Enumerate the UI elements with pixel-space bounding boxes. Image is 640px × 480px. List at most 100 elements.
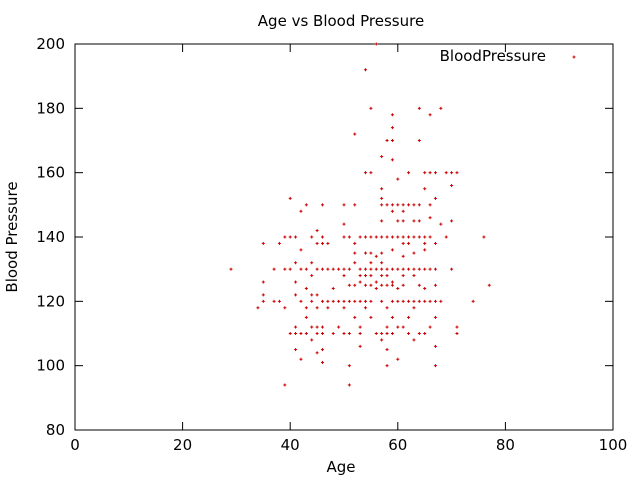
data-point <box>342 267 346 271</box>
data-point <box>256 306 260 310</box>
data-point <box>374 42 378 46</box>
data-point <box>380 338 384 342</box>
data-point <box>385 364 389 368</box>
legend: BloodPressure <box>440 47 576 65</box>
data-point <box>487 283 491 287</box>
data-point <box>358 299 362 303</box>
data-point <box>444 171 448 175</box>
data-point <box>277 241 281 245</box>
data-point <box>385 267 389 271</box>
data-point <box>304 306 308 310</box>
data-point <box>412 267 416 271</box>
x-tick-label: 60 <box>388 436 407 454</box>
data-point <box>385 325 389 329</box>
data-point <box>390 203 394 207</box>
y-axis: 80 100 120 140 160 180 200 <box>36 35 613 439</box>
data-point <box>369 274 373 278</box>
data-point <box>283 306 287 310</box>
data-point <box>380 299 384 303</box>
data-point <box>364 251 368 255</box>
data-point <box>423 286 427 290</box>
data-point <box>283 267 287 271</box>
data-point <box>385 274 389 278</box>
data-point <box>310 299 314 303</box>
data-point <box>320 325 324 329</box>
data-point <box>261 280 265 284</box>
data-point <box>401 235 405 239</box>
data-point <box>433 196 437 200</box>
data-point <box>385 283 389 287</box>
data-point <box>407 203 411 207</box>
data-point <box>369 261 373 265</box>
data-point <box>380 219 384 223</box>
data-point <box>288 332 292 335</box>
data-point <box>428 171 432 175</box>
data-point <box>417 283 421 287</box>
data-point <box>390 126 394 130</box>
data-point <box>294 261 298 265</box>
data-point <box>401 267 405 271</box>
chart-title: Age vs Blood Pressure <box>258 12 424 30</box>
data-point <box>364 306 368 310</box>
data-point <box>347 235 351 239</box>
data-point <box>331 267 335 271</box>
data-point <box>455 171 459 175</box>
data-point <box>342 274 346 278</box>
data-point <box>423 241 427 245</box>
y-tick-label: 140 <box>36 228 65 246</box>
x-tick-label: 20 <box>173 436 192 454</box>
data-point <box>299 299 303 303</box>
data-point <box>412 235 416 239</box>
data-point <box>358 280 362 284</box>
data-point <box>358 344 362 348</box>
data-point <box>315 267 319 271</box>
data-point <box>353 299 357 303</box>
data-point <box>299 248 303 252</box>
data-point <box>315 332 319 335</box>
data-point <box>417 106 421 110</box>
data-point <box>331 286 335 290</box>
data-point <box>471 299 475 303</box>
data-point <box>417 139 421 142</box>
data-point <box>304 203 308 207</box>
data-point <box>294 280 298 284</box>
data-point <box>390 139 394 142</box>
data-point <box>417 299 421 303</box>
data-point <box>310 274 314 278</box>
data-point <box>423 332 427 335</box>
data-point <box>353 203 357 207</box>
y-tick-label: 160 <box>36 164 65 182</box>
data-point <box>337 267 341 271</box>
data-point <box>390 113 394 117</box>
data-point <box>401 241 405 245</box>
data-point <box>380 283 384 287</box>
data-point <box>299 332 303 335</box>
data-point <box>380 196 384 200</box>
x-axis: 0 20 40 60 80 100 <box>70 44 627 454</box>
data-point <box>369 315 373 319</box>
data-point <box>320 203 324 207</box>
data-point <box>315 241 319 245</box>
x-axis-label: Age <box>326 458 355 476</box>
data-point <box>315 306 319 310</box>
data-point <box>374 254 378 258</box>
y-tick-label: 80 <box>46 421 65 439</box>
data-point <box>390 315 394 319</box>
data-point <box>272 299 276 303</box>
data-point <box>364 171 368 175</box>
data-point <box>369 235 373 239</box>
data-point <box>294 293 298 297</box>
data-point <box>412 251 416 255</box>
data-point <box>364 267 368 271</box>
data-point <box>364 299 368 303</box>
data-point <box>353 251 357 255</box>
data-point <box>412 219 416 223</box>
data-point <box>428 235 432 239</box>
data-point <box>412 338 416 342</box>
data-point <box>385 235 389 239</box>
data-point <box>401 283 405 287</box>
data-point <box>439 299 443 303</box>
data-point <box>407 332 411 335</box>
